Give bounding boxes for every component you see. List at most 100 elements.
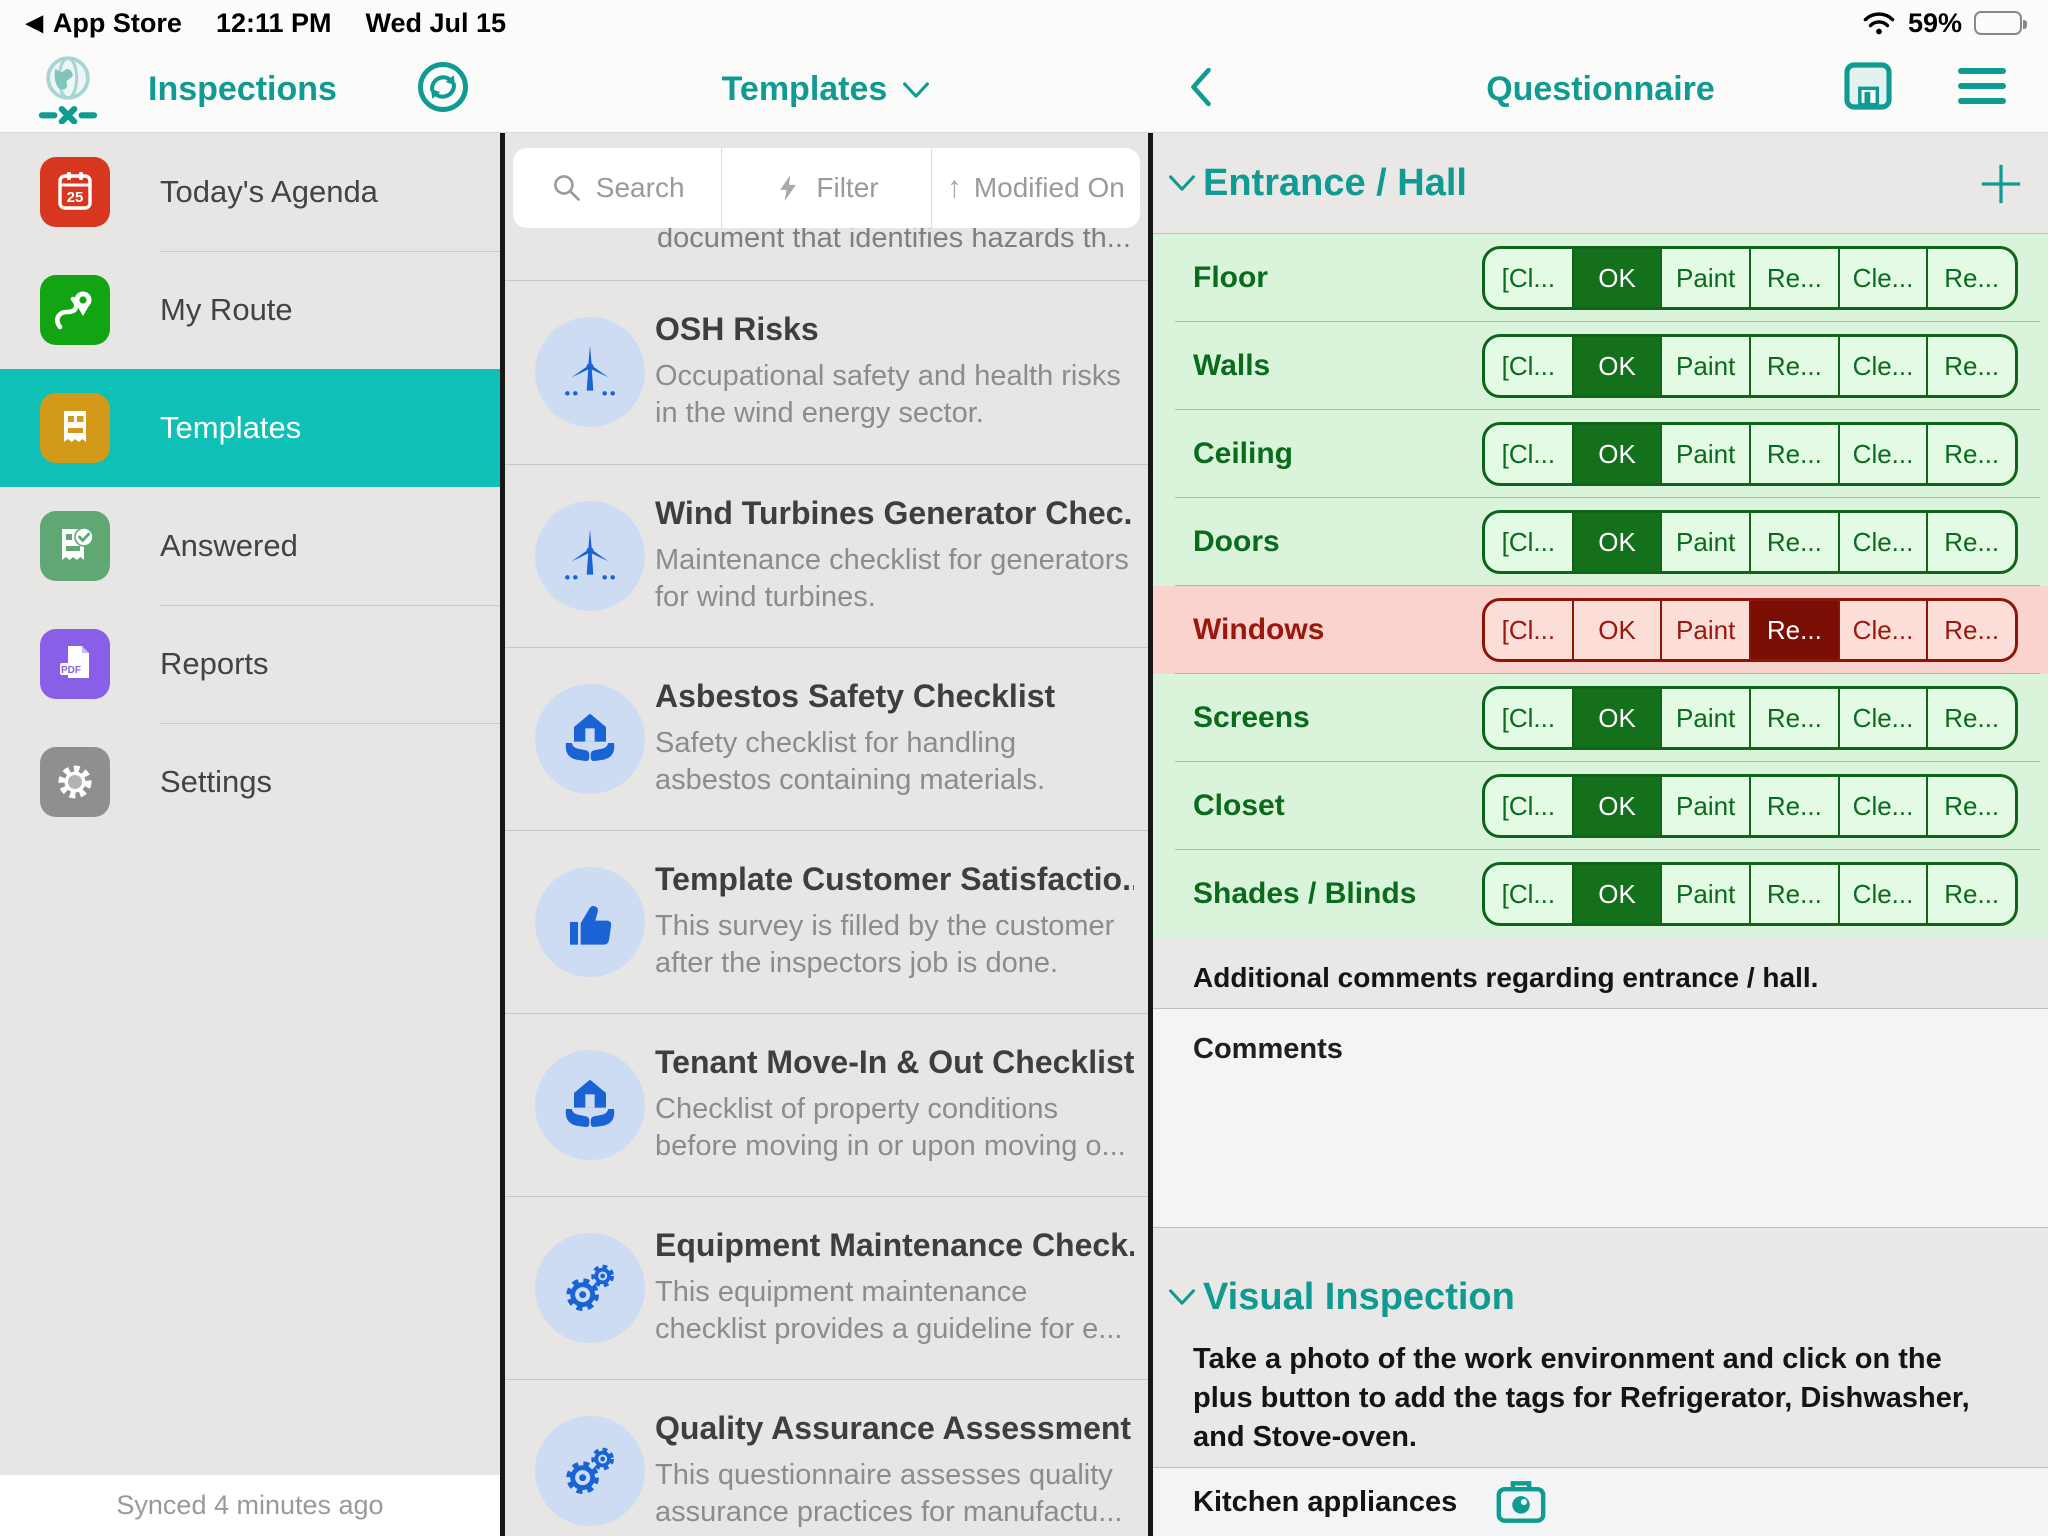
answer-option[interactable]: OK	[1571, 425, 1661, 483]
question-rows: Floor [Cl... OK Paint Re... Cle... Re...…	[1153, 233, 2048, 938]
answer-option[interactable]: OK	[1571, 777, 1661, 835]
filter-button[interactable]: Filter	[721, 148, 930, 228]
search-icon	[550, 171, 584, 205]
answer-option[interactable]: OK	[1571, 249, 1661, 307]
template-item-description: Checklist of property conditions before …	[655, 1093, 1126, 1162]
comments-heading: Additional comments regarding entrance /…	[1193, 962, 1819, 993]
answer-option[interactable]: Re...	[1926, 601, 2015, 659]
answer-option[interactable]: Re...	[1926, 513, 2015, 571]
answer-option[interactable]: Paint	[1660, 689, 1749, 747]
comments-textarea[interactable]: Comments	[1153, 1008, 2048, 1228]
sidebar-item-today-s-agenda[interactable]: Today's Agenda	[0, 133, 500, 251]
template-list-item[interactable]: Asbestos Safety Checklist Safety checkli…	[505, 647, 1148, 830]
template-list-item[interactable]: Quality Assurance Assessment This questi…	[505, 1379, 1148, 1536]
sidebar-item-templates[interactable]: Templates	[0, 369, 500, 487]
template-list-item[interactable]: Equipment Maintenance Check... This equi…	[505, 1196, 1148, 1379]
sidebar-item-label: Today's Agenda	[160, 174, 378, 209]
sort-modified-on-button[interactable]: ↑ Modified On	[930, 148, 1140, 228]
answer-option[interactable]: Re...	[1749, 337, 1838, 395]
answer-option[interactable]: Paint	[1660, 513, 1749, 571]
answer-option[interactable]: [Cl...	[1501, 262, 1556, 293]
add-item-button[interactable]	[1978, 161, 2024, 207]
answer-option[interactable]: Cle...	[1837, 865, 1927, 923]
sidebar-item-answered[interactable]: Answered	[0, 487, 500, 605]
gears-icon	[535, 1416, 645, 1526]
question-row: Walls [Cl... OK Paint Re... Cle... Re...	[1153, 322, 2048, 410]
answer-option[interactable]: Re...	[1749, 513, 1838, 571]
answer-segmented-control: [Cl... OK Paint Re... Cle... Re...	[1482, 246, 2018, 310]
answer-option[interactable]: Re...	[1749, 425, 1838, 483]
template-item-description: Safety checklist for handling asbestos c…	[655, 727, 1046, 796]
answer-option[interactable]: OK	[1571, 601, 1661, 659]
wifi-icon	[1862, 10, 1896, 36]
question-row-label: Ceiling	[1193, 437, 1294, 470]
chevron-down-icon	[1167, 171, 1197, 195]
answer-option[interactable]: Paint	[1660, 425, 1749, 483]
section-header-entrance[interactable]: Entrance / Hall	[1153, 133, 2048, 233]
sidebar: Today's Agenda My Route Templates Answer…	[0, 133, 500, 1536]
answer-option[interactable]: [Cl...	[1501, 790, 1556, 821]
panel-divider	[1148, 133, 1153, 1536]
answer-option[interactable]: OK	[1571, 337, 1661, 395]
search-input[interactable]: Search	[513, 148, 721, 228]
answer-option[interactable]: Re...	[1926, 689, 2015, 747]
template-list-item[interactable]: Wind Turbines Generator Chec... Maintena…	[505, 464, 1148, 647]
answer-option[interactable]: Re...	[1926, 425, 2015, 483]
answer-option[interactable]: [Cl...	[1501, 614, 1556, 645]
section-header-visual-inspection[interactable]: Visual Inspection	[1153, 1268, 2048, 1326]
answer-option[interactable]: [Cl...	[1501, 350, 1556, 381]
questionnaire-title: Questionnaire	[1486, 70, 1715, 108]
answer-option[interactable]: Re...	[1926, 865, 2015, 923]
sidebar-item-reports[interactable]: Reports	[0, 605, 500, 723]
answer-option[interactable]: [Cl...	[1501, 438, 1556, 469]
answer-option[interactable]: [Cl...	[1501, 702, 1556, 733]
answer-option[interactable]: Re...	[1926, 337, 2015, 395]
templates-header-dropdown[interactable]: Templates	[505, 70, 1148, 109]
template-list: OSH Risks Occupational safety and health…	[505, 280, 1148, 1536]
status-date: Wed Jul 15	[365, 7, 507, 38]
answer-option[interactable]: Paint	[1660, 777, 1749, 835]
answer-option[interactable]: Re...	[1749, 249, 1838, 307]
back-to-app-link[interactable]: App Store	[52, 7, 182, 38]
answer-option[interactable]: [Cl...	[1501, 878, 1556, 909]
sidebar-item-label: Settings	[160, 764, 273, 799]
answer-option[interactable]: OK	[1571, 865, 1661, 923]
sidebar-item-settings[interactable]: Settings	[0, 723, 500, 841]
status-bar: ◀ App Store 12:11 PM Wed Jul 15 59%	[0, 0, 2048, 42]
camera-icon[interactable]	[1493, 1474, 1549, 1530]
answer-option[interactable]: Paint	[1660, 865, 1749, 923]
sync-icon[interactable]	[416, 60, 470, 114]
template-list-item[interactable]: Tenant Move-In & Out Checklist Checklist…	[505, 1013, 1148, 1196]
answer-option[interactable]: Re...	[1749, 865, 1838, 923]
answer-option[interactable]: Cle...	[1837, 337, 1927, 395]
answer-option[interactable]: Re...	[1749, 601, 1838, 659]
answer-option[interactable]: Re...	[1749, 689, 1838, 747]
answer-option[interactable]: Paint	[1660, 601, 1749, 659]
answer-option[interactable]: Re...	[1926, 777, 2015, 835]
answer-option[interactable]: Re...	[1926, 249, 2015, 307]
status-time: 12:11 PM	[215, 7, 332, 38]
answer-option[interactable]: Re...	[1749, 777, 1838, 835]
answer-option[interactable]: [Cl...	[1501, 526, 1556, 557]
answer-option[interactable]: OK	[1571, 689, 1661, 747]
answer-option[interactable]: Paint	[1660, 249, 1749, 307]
answer-option[interactable]: Cle...	[1837, 689, 1927, 747]
answer-option[interactable]: Cle...	[1837, 777, 1927, 835]
answer-segmented-control: [Cl... OK Paint Re... Cle... Re...	[1482, 510, 2018, 574]
answer-option[interactable]: Cle...	[1837, 425, 1927, 483]
battery-percent: 59%	[1907, 7, 1962, 38]
save-button[interactable]	[1840, 58, 1896, 114]
template-list-item[interactable]: OSH Risks Occupational safety and health…	[505, 281, 1148, 464]
answer-option[interactable]: Cle...	[1837, 513, 1927, 571]
menu-button[interactable]	[1958, 68, 2006, 104]
answer-option[interactable]: OK	[1571, 513, 1661, 571]
question-row: Floor [Cl... OK Paint Re... Cle... Re...	[1153, 234, 2048, 322]
answer-option[interactable]: Cle...	[1837, 601, 1927, 659]
sidebar-item-my-route[interactable]: My Route	[0, 251, 500, 369]
template-item-title: Quality Assurance Assessment	[655, 1410, 1132, 1446]
template-list-item[interactable]: Template Customer Satisfactio... This su…	[505, 830, 1148, 1013]
answer-option[interactable]: Paint	[1660, 337, 1749, 395]
template-item-title: Tenant Move-In & Out Checklist	[655, 1044, 1134, 1080]
answer-option[interactable]: Cle...	[1837, 249, 1927, 307]
